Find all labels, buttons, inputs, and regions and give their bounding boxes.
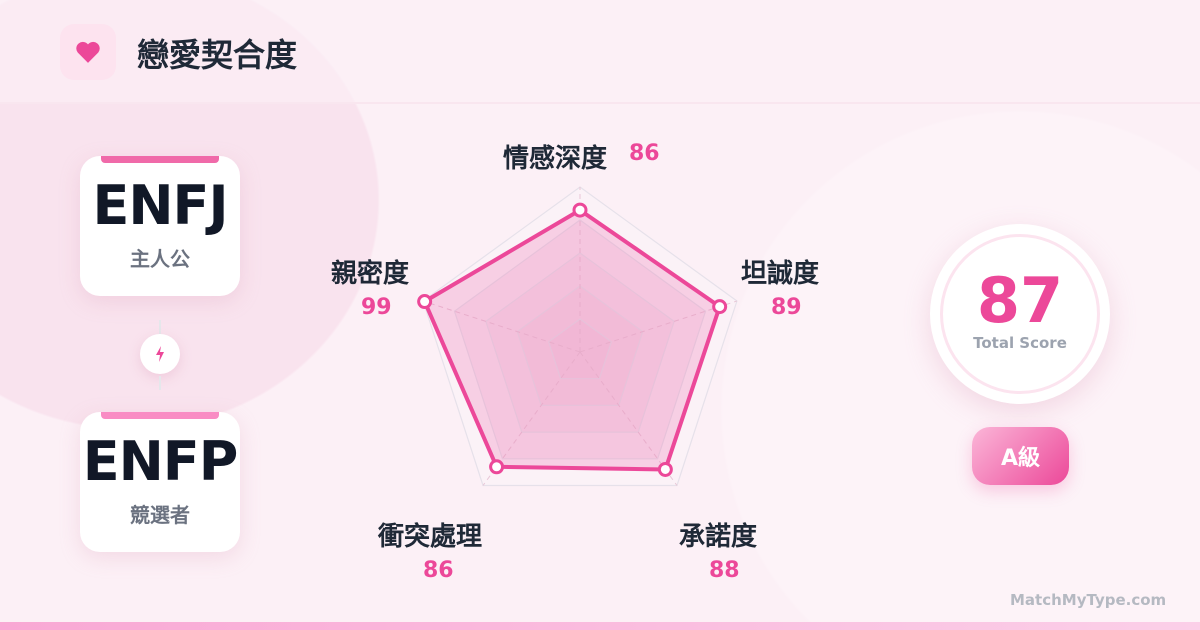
axis-label: 坦誠度: [741, 259, 820, 289]
axis-label: 承諾度: [679, 522, 758, 552]
lightning-icon: [140, 334, 180, 374]
axis-label: 親密度: [331, 259, 410, 289]
data-point: [657, 461, 673, 477]
grid-spoke: [579, 300, 738, 353]
data-point: [572, 202, 588, 218]
mbti-type: ENFJ: [92, 174, 228, 237]
data-label: 99: [361, 295, 392, 320]
axis-label: 情感深度: [503, 144, 608, 174]
data-label: 86: [629, 141, 660, 166]
footer-brand: MatchMyType.com: [1010, 591, 1167, 609]
grid-spoke: [579, 351, 678, 486]
data-point: [712, 299, 728, 315]
divider: [159, 376, 161, 390]
axis-label: 衝突處理: [378, 522, 483, 552]
data-label: 89: [771, 295, 802, 320]
total-score-badge: 87 Total Score: [930, 224, 1110, 404]
data-point: [417, 294, 433, 310]
page-title: 戀愛契合度: [137, 36, 298, 74]
mbti-type: ENFP: [82, 430, 239, 493]
mbti-role: 競選者: [130, 503, 190, 527]
mbti-role: 主人公: [130, 247, 190, 271]
grid-ring: [422, 186, 738, 487]
data-label: 88: [709, 558, 740, 583]
grid-spoke: [422, 300, 581, 353]
divider: [159, 320, 161, 334]
type-card-2: ENFP 競選者: [80, 412, 240, 552]
header: 戀愛契合度: [0, 0, 1200, 104]
data-area: [422, 208, 722, 472]
card-accent: [101, 156, 219, 163]
grid-ring: [516, 285, 644, 406]
type-card-1: ENFJ 主人公: [80, 156, 240, 296]
card-accent: [101, 412, 219, 419]
total-score-value: 87: [976, 264, 1064, 337]
data-label: 86: [423, 558, 454, 583]
bottom-bar: [0, 622, 1200, 630]
total-score-caption: Total Score: [973, 334, 1067, 352]
grade-badge: A級: [972, 427, 1069, 485]
heart-icon: [60, 24, 116, 80]
data-point: [489, 459, 505, 475]
